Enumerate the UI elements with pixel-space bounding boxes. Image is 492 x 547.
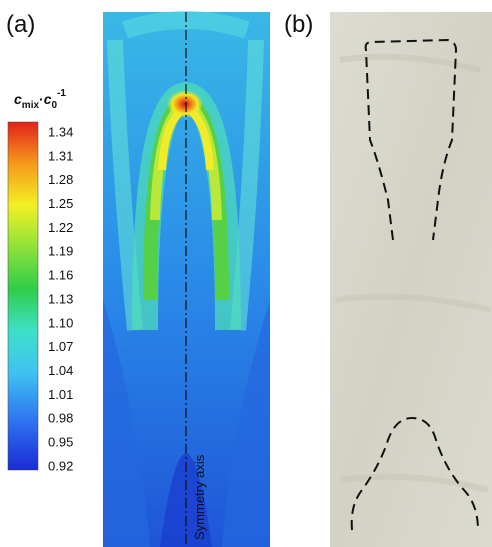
colorbar-tick-label: 1.22 [48, 220, 73, 235]
subscript: mix [22, 100, 40, 111]
panel-label: (a) [6, 11, 35, 38]
colorbar-tick-label: 1.04 [48, 363, 73, 378]
superscript: -1 [57, 88, 66, 99]
symbol: c [44, 91, 52, 107]
colorbar-tick-label: 0.98 [48, 411, 73, 426]
colorbar-tick-label: 1.07 [48, 339, 73, 354]
colorbar-tick-label: 1.19 [48, 244, 73, 259]
axis-annotation: Symmetry axis [192, 454, 207, 540]
contour-plot: Symmetry axis [103, 11, 270, 547]
colorbar-tick-label: 1.16 [48, 268, 73, 283]
colorbar-tick-label: 0.95 [48, 435, 73, 450]
colorbar-tick-label: 1.34 [48, 124, 73, 139]
colorbar-ticks: 1.34 1.31 1.28 1.25 1.22 1.19 1.16 1.13 1.10 1.07… [48, 124, 73, 473]
subscript: 0 [52, 100, 58, 111]
colorbar-tick-label: 1.25 [48, 196, 73, 211]
colorbar-tick-label: 0.92 [48, 458, 73, 473]
colorbar-title: cmix·c0-1 [14, 88, 66, 111]
colorbar-tick-label: 1.28 [48, 172, 73, 187]
colorbar-tick-label: 1.31 [48, 148, 73, 163]
colorbar-tick-label: 1.13 [48, 291, 73, 306]
colorbar-tick-label: 1.10 [48, 315, 73, 330]
colorbar [7, 121, 39, 471]
symbol: · [39, 91, 44, 107]
colorbar-tick-label: 1.01 [48, 387, 73, 402]
photo [330, 12, 492, 547]
panel-label: (b) [284, 11, 313, 38]
symbol: c [14, 91, 22, 107]
